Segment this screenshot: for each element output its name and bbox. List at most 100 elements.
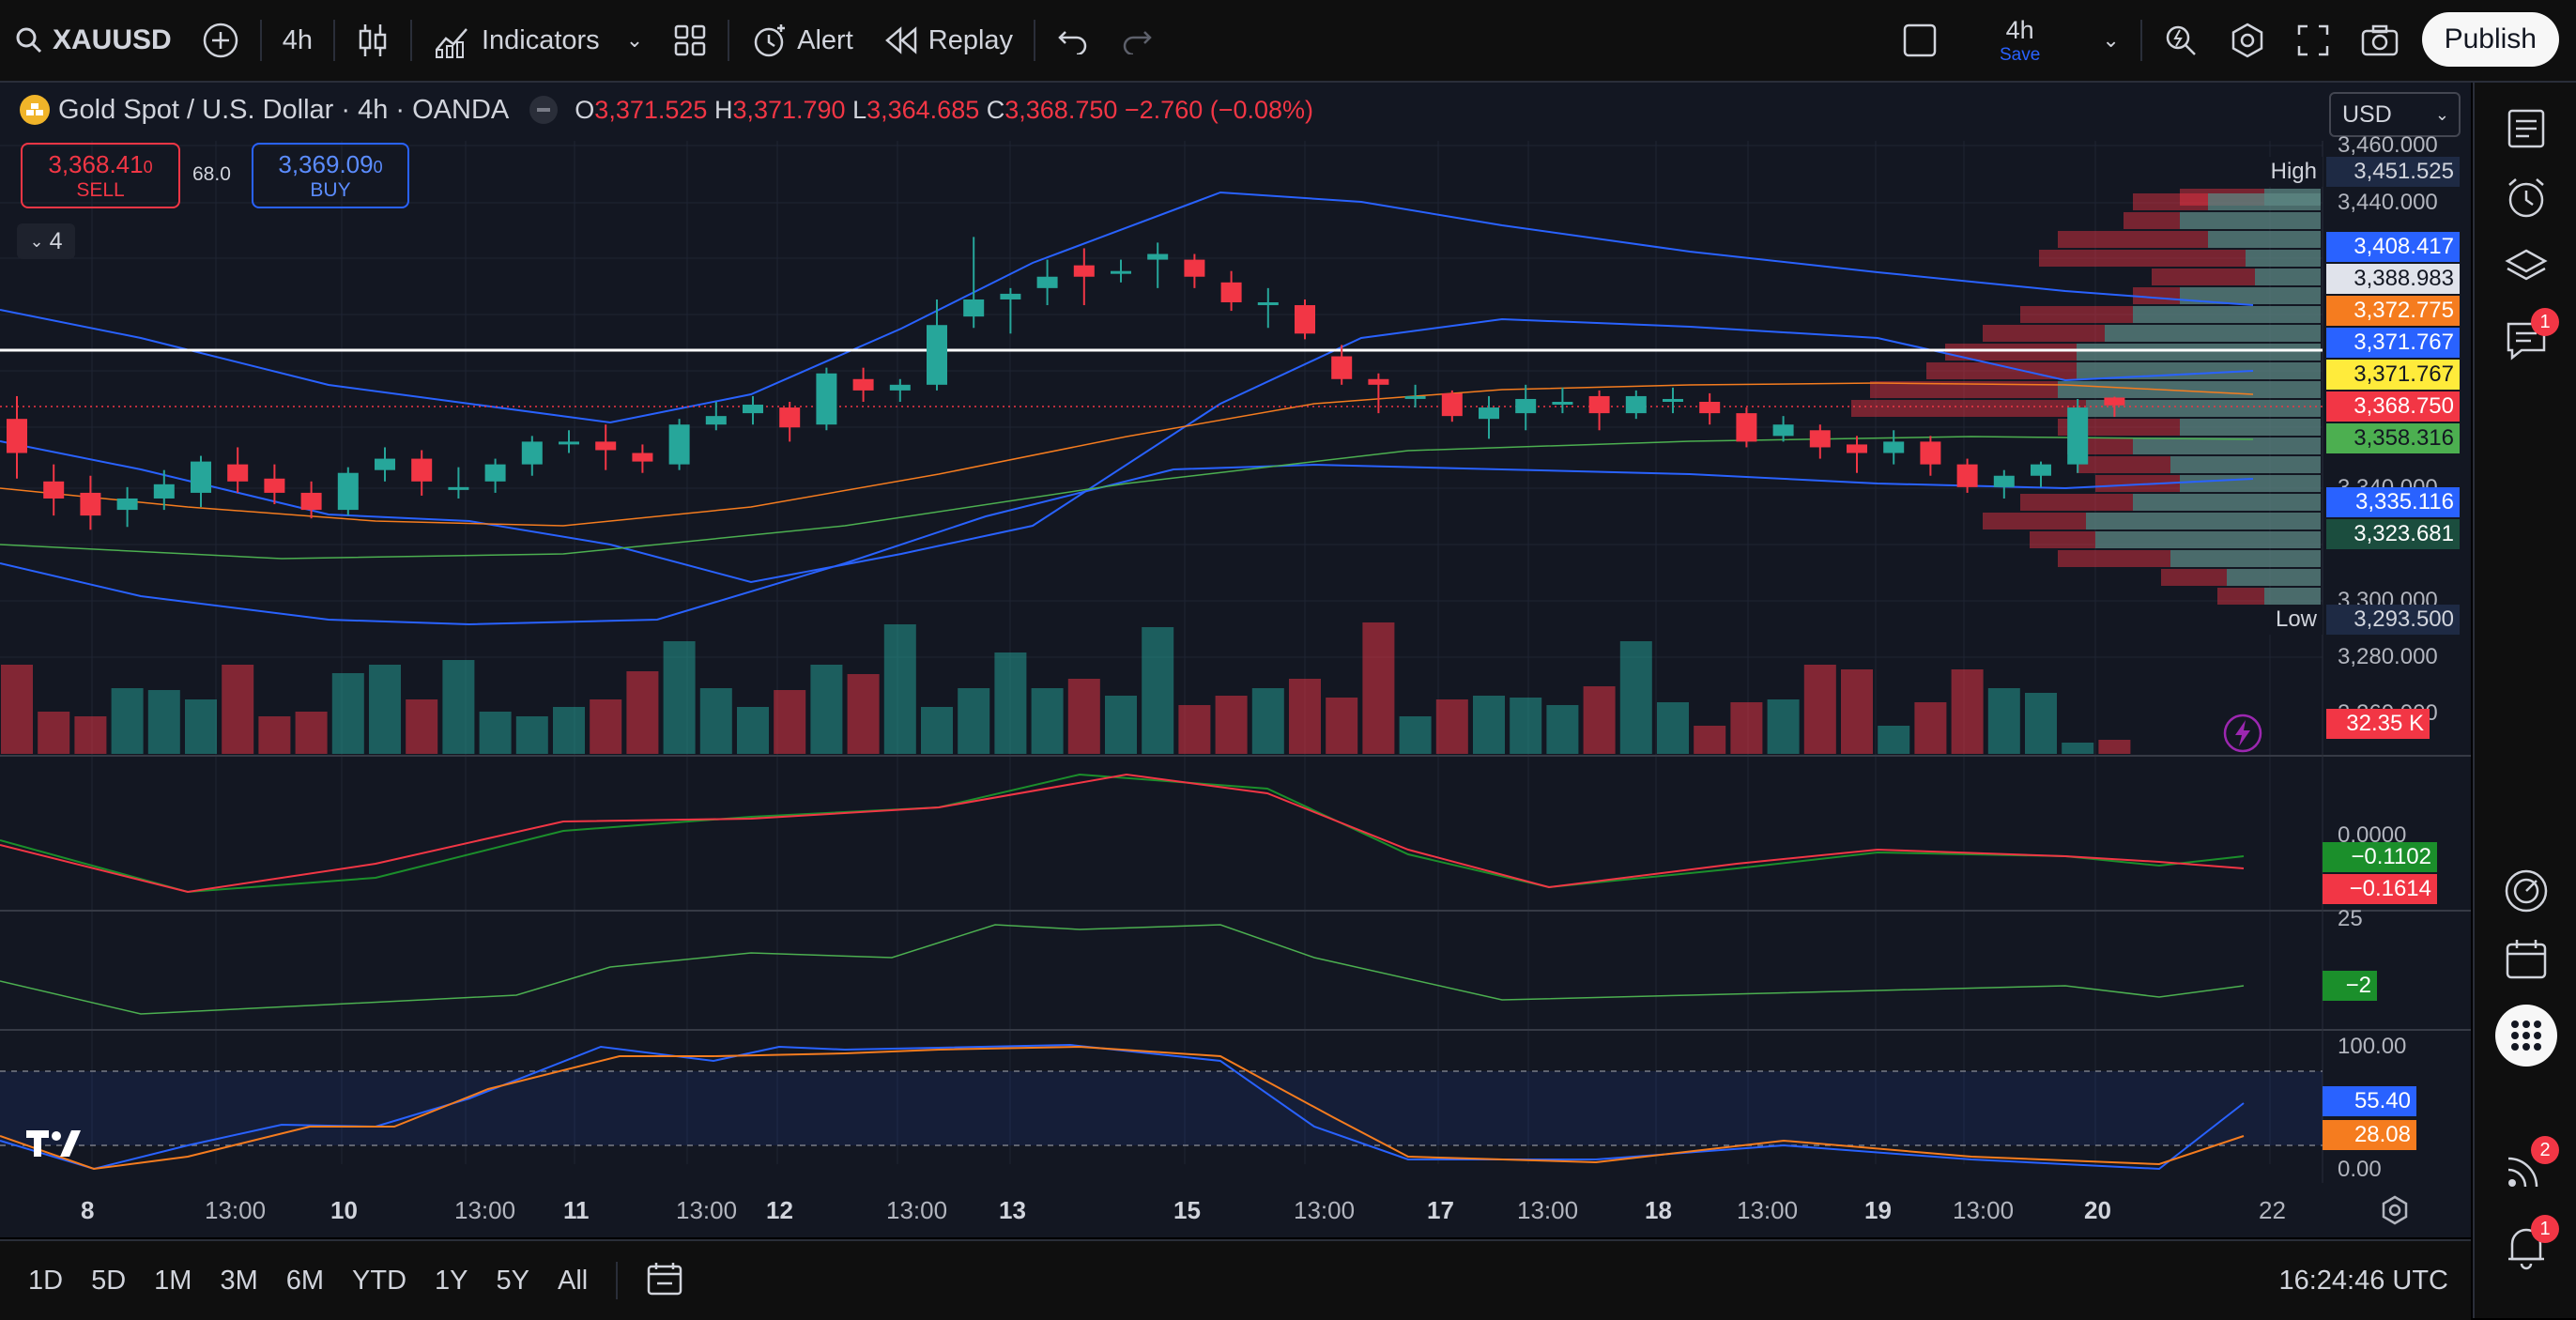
chart-area[interactable] xyxy=(0,83,2471,1237)
object-tree-button[interactable] xyxy=(2503,244,2550,291)
ohlc-values: O3,371.525 H3,371.790 L3,364.685 C3,368.… xyxy=(575,96,1313,125)
volume-profile-row xyxy=(2058,381,2321,398)
layout-interval: 4h xyxy=(2005,15,2034,44)
interval-button[interactable]: 4h xyxy=(282,24,313,55)
signals-button[interactable]: 2 xyxy=(2503,1136,2559,1192)
ma-green-line xyxy=(0,436,2254,560)
symbol-search[interactable]: XAUUSD xyxy=(0,0,187,81)
volume-bar xyxy=(1067,679,1100,754)
time-tick: 13:00 xyxy=(205,1196,267,1224)
candle-body xyxy=(963,299,985,317)
range-all[interactable]: All xyxy=(558,1265,589,1296)
lightning-button[interactable] xyxy=(2223,714,2262,758)
range-3m[interactable]: 3M xyxy=(220,1265,258,1296)
indicators-collapse-toggle[interactable]: ⌄ 4 xyxy=(17,223,75,259)
candle-body xyxy=(1479,407,1499,420)
range-1y[interactable]: 1Y xyxy=(435,1265,468,1296)
divider xyxy=(259,20,262,61)
volume-bars xyxy=(1,622,2131,754)
calendar-button[interactable] xyxy=(2503,935,2550,982)
chat-badge: 1 xyxy=(2531,308,2559,336)
candle-body xyxy=(1588,395,1610,414)
market-status-icon[interactable] xyxy=(529,96,559,124)
range-1d[interactable]: 1D xyxy=(28,1265,64,1296)
range-6m[interactable]: 6M xyxy=(285,1265,325,1296)
time-tick: 13 xyxy=(999,1196,1026,1224)
volume-bar xyxy=(1657,702,1689,754)
indicator-lines xyxy=(0,191,2323,626)
right-sidebar: 1 2 1 xyxy=(2473,83,2576,1318)
currency-select[interactable]: USD ⌄ xyxy=(2329,92,2461,137)
range-ytd[interactable]: YTD xyxy=(352,1265,407,1296)
compare-symbol-button[interactable] xyxy=(187,0,254,81)
axis-settings-button[interactable] xyxy=(2380,1195,2410,1230)
candle-body xyxy=(1220,282,1242,302)
price-tick: 3,460.000 xyxy=(2338,132,2438,158)
save-layout-button[interactable]: 4h Save xyxy=(1953,0,2087,81)
symbol-title[interactable]: Gold Spot / U.S. Dollar · 4h · OANDA xyxy=(58,94,510,125)
utc-clock[interactable]: 16:24:46 UTC xyxy=(2278,1265,2448,1296)
alarm-icon xyxy=(754,24,786,57)
volume-profile-row xyxy=(2133,494,2321,511)
volume-bar xyxy=(1987,688,2020,754)
dom-button[interactable] xyxy=(2503,867,2550,914)
volume-bar xyxy=(590,699,622,754)
candle-body xyxy=(411,458,433,482)
alert-button[interactable]: Alert xyxy=(735,0,868,81)
time-tick: 13:00 xyxy=(1517,1196,1579,1224)
notifications-button[interactable]: 1 xyxy=(2503,1215,2559,1271)
divider xyxy=(1034,20,1036,61)
price-tick: 3,440.000 xyxy=(2338,190,2438,215)
layout-menu-button[interactable]: ⌄ xyxy=(2087,0,2134,81)
chevron-down-icon[interactable]: ⌄ xyxy=(625,28,644,52)
tradingview-logo[interactable] xyxy=(26,1127,86,1165)
range-5d[interactable]: 5D xyxy=(91,1265,127,1296)
candle-body xyxy=(484,464,506,482)
settings-button[interactable] xyxy=(2214,0,2281,81)
alerts-panel-button[interactable] xyxy=(2503,175,2550,222)
volume-bar xyxy=(1362,622,1395,754)
replay-button[interactable]: Replay xyxy=(868,0,1028,81)
fullscreen-button[interactable] xyxy=(2281,0,2345,81)
candle-body xyxy=(1515,398,1537,414)
snapshot-button[interactable] xyxy=(2345,0,2415,81)
volume-bar xyxy=(185,699,217,754)
macd-signal-value: −0.1614 xyxy=(2323,874,2437,904)
time-tick: 13:00 xyxy=(454,1196,516,1224)
undo-button[interactable] xyxy=(1041,0,1105,81)
apps-button[interactable] xyxy=(2495,1005,2557,1067)
chevron-down-icon: ⌄ xyxy=(2434,104,2449,124)
chart-type-button[interactable] xyxy=(341,0,405,81)
volume-bar xyxy=(994,652,1027,754)
publish-button[interactable]: Publish xyxy=(2421,12,2559,67)
candle-body xyxy=(705,416,727,425)
time-tick: 18 xyxy=(1645,1196,1672,1224)
stoch-d-value: 28.08 xyxy=(2323,1120,2416,1150)
candle-body xyxy=(1441,392,1463,417)
range-5y[interactable]: 5Y xyxy=(496,1265,530,1296)
watchlist-button[interactable] xyxy=(2503,105,2550,152)
chart-canvas[interactable] xyxy=(0,83,2471,1237)
layers-icon xyxy=(2505,249,2548,281)
layout-button[interactable] xyxy=(1887,0,1953,81)
alert-label: Alert xyxy=(797,24,853,55)
candle-body xyxy=(337,472,359,511)
candle-body xyxy=(1883,441,1905,453)
range-1m[interactable]: 1M xyxy=(154,1265,192,1296)
quick-search-button[interactable] xyxy=(2148,0,2214,81)
price-tick: 3,280.000 xyxy=(2338,644,2438,669)
go-to-date-button[interactable] xyxy=(646,1261,683,1301)
price-label: 3,335.116 xyxy=(2326,487,2460,517)
price-label: 3,368.750 xyxy=(2326,391,2460,422)
ma-orange-line xyxy=(0,382,2254,527)
volume-bar xyxy=(774,690,806,754)
buy-button[interactable]: 3,369.090 BUY xyxy=(252,143,409,208)
volume-bar xyxy=(810,665,843,754)
indicators-button[interactable]: Indicators ⌄ xyxy=(418,0,658,81)
redo-button[interactable] xyxy=(1105,0,1169,81)
sell-button[interactable]: 3,368.410 SELL xyxy=(21,143,180,208)
candle-body xyxy=(852,378,874,391)
templates-button[interactable] xyxy=(658,0,722,81)
time-tick: 13:00 xyxy=(886,1196,948,1224)
chats-button[interactable]: 1 xyxy=(2503,308,2559,364)
